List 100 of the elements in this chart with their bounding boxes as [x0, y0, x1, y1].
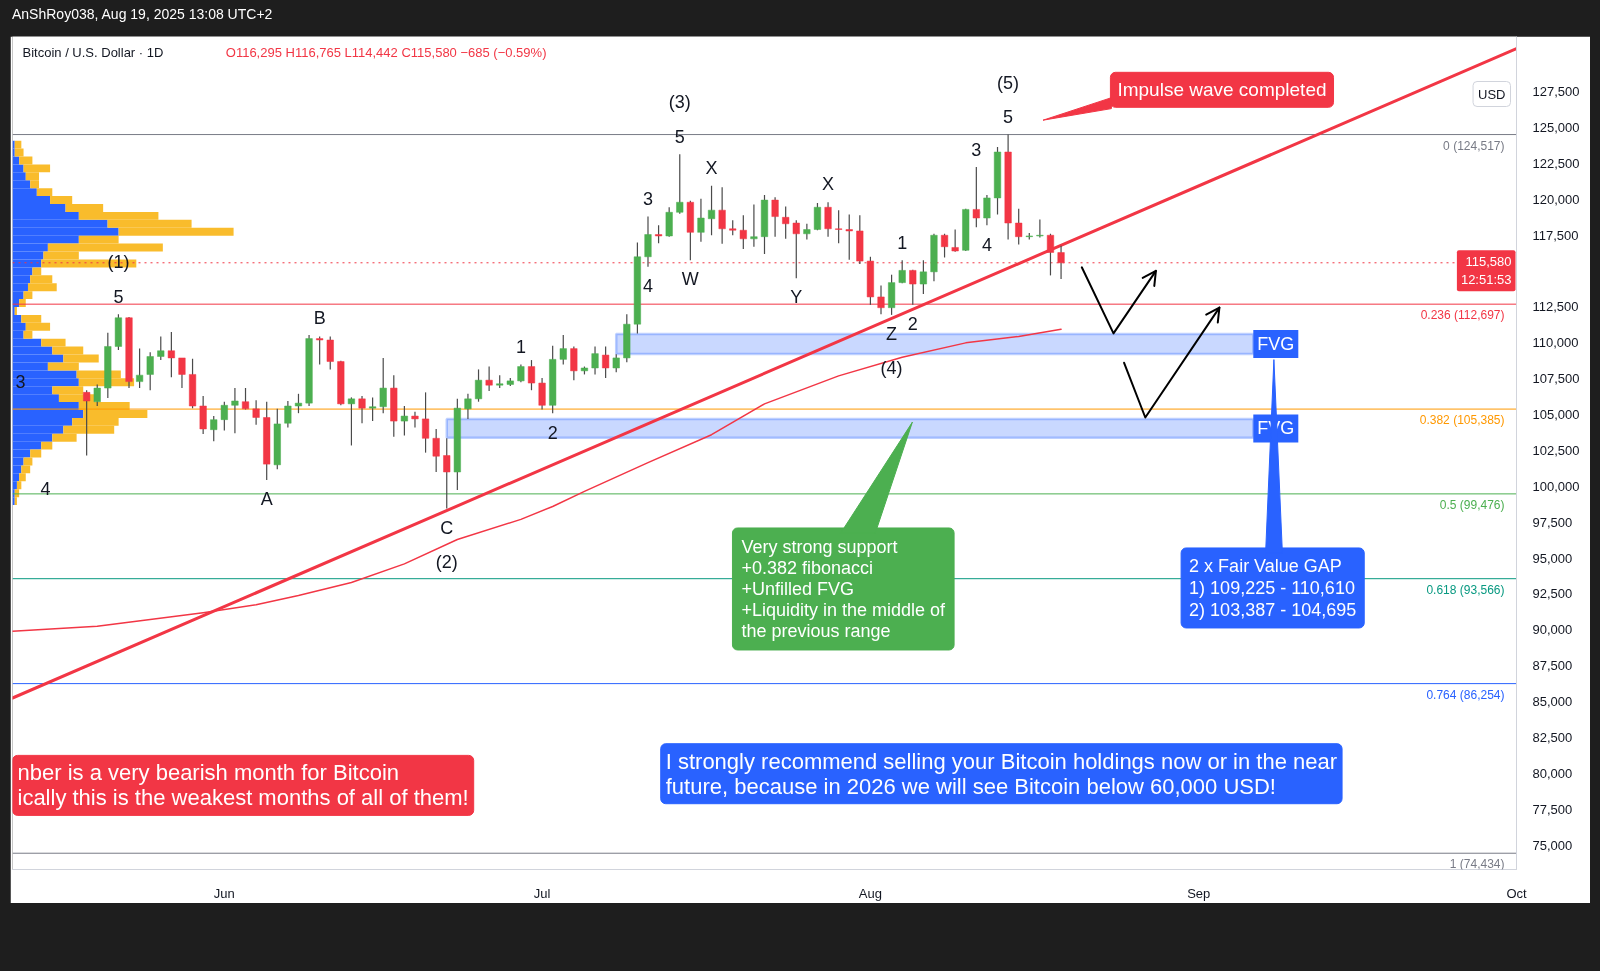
ref-line-label: 0.764 (86,254) — [1426, 687, 1505, 702]
candlestick — [210, 415, 218, 442]
annotation: (4) — [880, 357, 903, 378]
candlestick — [845, 213, 853, 261]
candlestick — [199, 395, 207, 435]
annotation: X — [822, 174, 835, 195]
candlestick — [241, 387, 250, 411]
y-tick-label: 102,500 — [1532, 442, 1580, 458]
candlestick — [474, 368, 483, 403]
annotation: 2 — [547, 422, 558, 443]
candlestick — [835, 209, 843, 244]
candlestick — [750, 203, 758, 248]
candlestick — [1036, 218, 1044, 238]
annotation: 4 — [40, 478, 51, 499]
candlestick — [231, 387, 239, 434]
annotation: 4 — [642, 276, 653, 297]
y-tick-label: 85,000 — [1532, 694, 1573, 710]
annotation: Impulse wave completed — [1117, 79, 1327, 101]
candlestick — [464, 393, 472, 420]
annotation: 3 — [642, 189, 653, 210]
candlestick — [167, 331, 175, 378]
candlestick — [771, 196, 779, 238]
ref-line-label: 115,580 12:51:53 — [1460, 254, 1512, 288]
y-tick-label: 80,000 — [1532, 765, 1573, 781]
candlestick — [379, 357, 387, 414]
candlestick — [411, 411, 419, 429]
candlestick — [369, 396, 377, 422]
y-tick-label: 95,000 — [1532, 550, 1573, 566]
candlestick — [178, 357, 186, 389]
annotation: C — [440, 517, 454, 538]
y-tick-label: 110,000 — [1532, 335, 1579, 351]
candlestick — [644, 215, 652, 268]
ref-line-label: 0.382 (105,385) — [1419, 413, 1505, 428]
candlestick — [432, 428, 440, 473]
y-tick-label: 105,000 — [1532, 407, 1580, 423]
annotation: nber is a very bearish month for Bitcoin ically this is the weakest months of all of them! — [17, 760, 469, 811]
ref-line-label: 0 (124,517) — [1443, 138, 1505, 153]
annotation: 4 — [981, 234, 992, 255]
candlestick — [157, 335, 165, 361]
candlestick — [697, 198, 705, 243]
candlestick — [824, 201, 832, 238]
y-tick-label: 87,500 — [1532, 658, 1573, 674]
annotation: 5 — [1003, 107, 1014, 128]
text: Bitcoin / U.S. Dollar · 1D — [22, 44, 164, 60]
annotation: 3 — [15, 372, 26, 393]
annotation: (5) — [997, 72, 1020, 93]
y-tick-label: 77,500 — [1532, 801, 1573, 817]
annotation: (2) — [435, 551, 458, 572]
y-tick-label: 127,500 — [1532, 84, 1580, 100]
y-tick-label: 107,500 — [1532, 371, 1580, 387]
x-tick-label: Jun — [213, 885, 235, 901]
candlestick — [83, 389, 91, 457]
annotation: B — [313, 308, 326, 329]
candlestick — [326, 335, 334, 371]
annotation: A — [260, 488, 273, 509]
annotation: 2 x Fair Value GAP 1) 109,225 - 110,610 2) 103,387 - 104,695 — [1189, 555, 1357, 620]
y-tick-label: 97,500 — [1532, 514, 1573, 530]
text: AnShRoy038, Aug 19, 2025 13:08 UTC+2 — [11, 5, 273, 24]
y-tick-label: 100,000 — [1532, 478, 1580, 494]
candlestick — [602, 345, 610, 379]
y-axis-title: USD — [1478, 86, 1506, 102]
annotation: 1 — [897, 232, 908, 253]
band-label: FVG — [1257, 334, 1295, 355]
candlestick — [718, 186, 726, 245]
annotation: X — [705, 157, 718, 178]
y-tick-label: 92,500 — [1532, 586, 1573, 602]
x-tick-label: Aug — [858, 885, 882, 901]
candlestick — [443, 437, 451, 510]
y-tick-label: 82,500 — [1532, 729, 1573, 745]
candlestick — [676, 153, 684, 215]
candlestick — [400, 405, 408, 437]
bar — [41, 441, 53, 450]
y-tick-label: 90,000 — [1532, 622, 1573, 638]
annotation: 3 — [971, 139, 982, 160]
annotation: Z — [886, 323, 898, 344]
candlestick — [252, 399, 260, 426]
candlestick — [591, 345, 599, 376]
candlestick — [803, 223, 811, 241]
candlestick — [941, 233, 949, 259]
annotation: Y — [790, 287, 803, 308]
y-tick-label: 75,000 — [1532, 837, 1573, 853]
annotation: (3) — [668, 92, 691, 113]
y-tick-label: 125,000 — [1532, 120, 1580, 136]
candlestick — [538, 377, 546, 411]
annotation: I strongly recommend selling your Bitcoin holdings now or in the near future, because in 2026 we will see Bitcoin below 60,000 USD! — [665, 748, 1338, 799]
x-tick-label: Sep — [1187, 885, 1211, 901]
candlestick — [422, 391, 430, 454]
x-tick-label: Oct — [1506, 885, 1527, 901]
candlestick — [220, 401, 228, 431]
candlestick — [782, 205, 790, 240]
candlestick — [1057, 245, 1065, 280]
ref-line-label: 0.5 (99,476) — [1439, 497, 1505, 512]
text: O116,295 H116,765 L114,442 C115,580 −685 (−0.59%) — [225, 44, 547, 60]
annotation: W — [681, 269, 699, 290]
y-tick-label: 112,500 — [1532, 299, 1579, 315]
ref-line-label: 0.236 (112,697) — [1420, 308, 1505, 323]
candlestick — [570, 345, 578, 381]
annotation: Very strong support +0.382 fibonacci +Unfilled FVG +Liquidity in the middle of the previous range — [741, 536, 947, 641]
candlestick — [559, 334, 567, 365]
candlestick — [1015, 208, 1023, 246]
